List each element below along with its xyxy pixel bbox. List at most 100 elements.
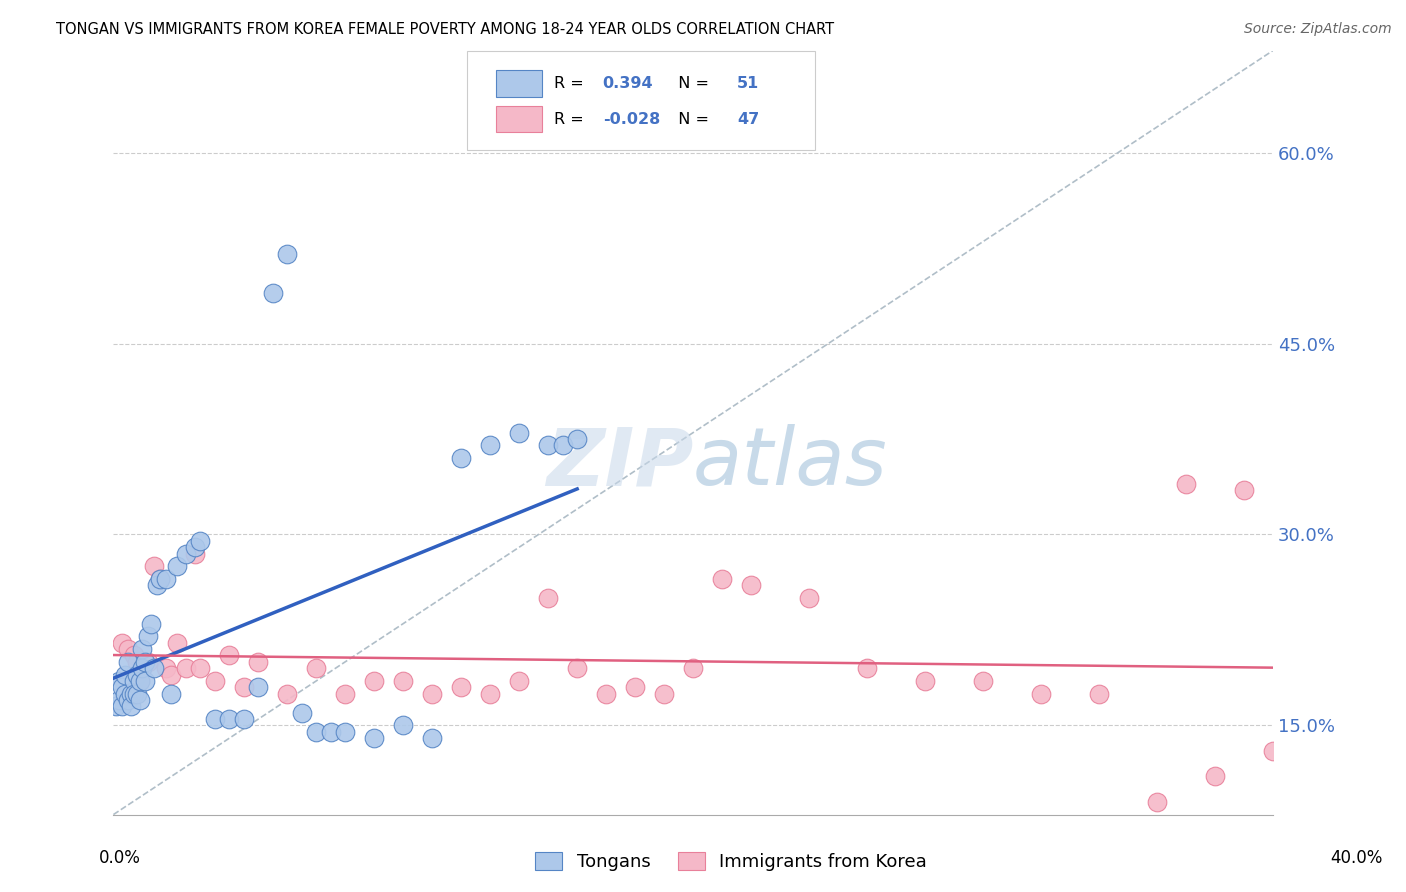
Point	[160, 667, 183, 681]
Point	[174, 661, 197, 675]
Point	[420, 687, 443, 701]
Point	[363, 673, 385, 688]
Point	[125, 667, 148, 681]
Legend: Tongans, Immigrants from Korea: Tongans, Immigrants from Korea	[529, 845, 934, 879]
Text: N =: N =	[668, 76, 714, 91]
Point	[565, 661, 588, 675]
Point	[111, 680, 134, 694]
Point	[183, 540, 205, 554]
Point	[174, 547, 197, 561]
Point	[111, 636, 134, 650]
Point	[131, 661, 153, 675]
Point	[1261, 744, 1284, 758]
FancyBboxPatch shape	[496, 105, 543, 132]
Point	[797, 591, 820, 606]
Point	[1233, 483, 1256, 497]
Point	[160, 687, 183, 701]
Text: R =: R =	[554, 76, 589, 91]
Point	[1088, 687, 1111, 701]
Point	[508, 425, 530, 440]
Point	[262, 285, 284, 300]
Point	[128, 673, 150, 688]
Point	[128, 673, 150, 688]
Point	[155, 572, 177, 586]
Point	[149, 572, 172, 586]
Point	[131, 661, 153, 675]
Point	[143, 559, 166, 574]
Point	[972, 673, 994, 688]
Point	[392, 673, 415, 688]
Point	[134, 655, 156, 669]
Point	[305, 724, 328, 739]
Point	[537, 591, 560, 606]
Point	[1146, 795, 1168, 809]
FancyBboxPatch shape	[467, 51, 815, 150]
Text: Source: ZipAtlas.com: Source: ZipAtlas.com	[1244, 22, 1392, 37]
Point	[914, 673, 936, 688]
Text: ZIP: ZIP	[546, 425, 693, 502]
Point	[125, 687, 148, 701]
Point	[276, 247, 298, 261]
Point	[420, 731, 443, 746]
Point	[565, 432, 588, 446]
Point	[276, 687, 298, 701]
FancyBboxPatch shape	[496, 70, 543, 96]
Point	[149, 572, 172, 586]
Point	[166, 559, 188, 574]
Point	[740, 578, 762, 592]
Point	[128, 693, 150, 707]
Point	[363, 731, 385, 746]
Point	[232, 712, 254, 726]
Point	[143, 661, 166, 675]
Point	[479, 687, 502, 701]
Point	[117, 655, 139, 669]
Point	[120, 699, 142, 714]
Text: 40.0%: 40.0%	[1330, 849, 1384, 867]
Point	[551, 438, 574, 452]
Point	[247, 680, 270, 694]
Point	[166, 636, 188, 650]
Text: 47: 47	[737, 112, 759, 127]
Point	[479, 438, 502, 452]
Point	[508, 673, 530, 688]
Point	[136, 629, 159, 643]
Point	[652, 687, 675, 701]
Text: 0.0%: 0.0%	[98, 849, 141, 867]
Point	[122, 687, 145, 701]
Text: TONGAN VS IMMIGRANTS FROM KOREA FEMALE POVERTY AMONG 18-24 YEAR OLDS CORRELATION: TONGAN VS IMMIGRANTS FROM KOREA FEMALE P…	[56, 22, 834, 37]
Text: 51: 51	[737, 76, 759, 91]
Point	[305, 661, 328, 675]
Point	[111, 699, 134, 714]
Point	[450, 680, 472, 694]
Point	[117, 693, 139, 707]
Point	[624, 680, 647, 694]
Point	[711, 572, 734, 586]
Point	[247, 655, 270, 669]
Text: -0.028: -0.028	[603, 112, 659, 127]
Point	[682, 661, 704, 675]
Point	[232, 680, 254, 694]
Point	[1029, 687, 1052, 701]
Point	[139, 616, 162, 631]
Point	[204, 673, 226, 688]
Point	[450, 451, 472, 466]
Point	[105, 699, 128, 714]
Point	[136, 655, 159, 669]
Point	[134, 673, 156, 688]
Point	[114, 667, 136, 681]
Point	[108, 673, 131, 688]
Point	[117, 642, 139, 657]
Point	[291, 706, 314, 720]
Point	[319, 724, 342, 739]
Text: 0.394: 0.394	[603, 76, 654, 91]
Point	[190, 661, 212, 675]
Point	[114, 687, 136, 701]
Point	[131, 642, 153, 657]
Point	[204, 712, 226, 726]
Point	[146, 578, 169, 592]
Point	[537, 438, 560, 452]
Point	[335, 687, 357, 701]
Point	[122, 673, 145, 688]
Point	[856, 661, 879, 675]
Point	[108, 693, 131, 707]
